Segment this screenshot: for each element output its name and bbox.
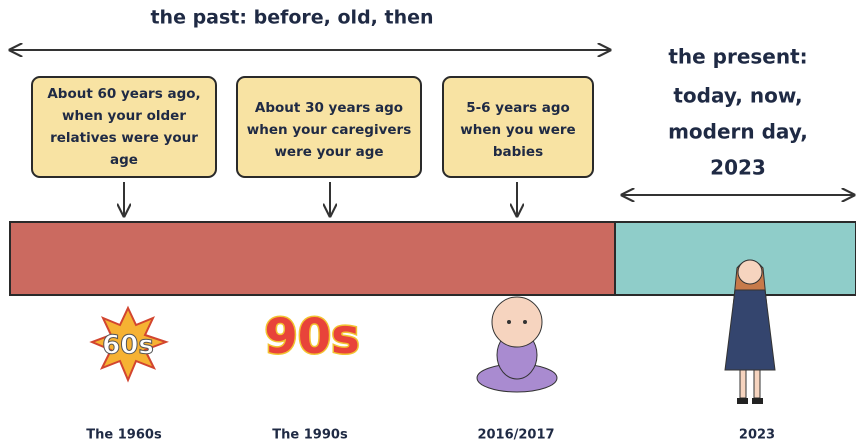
box-line: when you were: [460, 122, 575, 138]
box-line: were your age: [274, 144, 383, 160]
present-line: 2023: [710, 156, 766, 180]
box-line: when your caregivers: [247, 122, 411, 138]
past-bar: [10, 222, 615, 295]
timeline: the past: before, old, then the present:…: [0, 0, 856, 444]
boxes: About 60 years ago, when your older relati…: [32, 77, 593, 216]
box-line: relatives were your: [50, 130, 198, 146]
present-line: the present:: [668, 45, 807, 69]
present-line: modern day,: [668, 120, 808, 144]
present-line: today, now,: [673, 84, 802, 108]
box-line: age: [110, 152, 138, 168]
sixties-logo: 60s: [92, 308, 166, 380]
box-line: About 30 years ago: [255, 100, 403, 116]
nineties-logo: 90s: [264, 309, 359, 365]
era-label: The 1960s: [86, 428, 162, 443]
logo-text: 60s: [102, 331, 154, 361]
baby-illustration: [477, 297, 557, 392]
era-label: 2016/2017: [477, 428, 554, 443]
present-label: the present: today, now, modern day, 202…: [668, 45, 808, 180]
box-line: 5-6 years ago: [466, 100, 570, 116]
box-line: About 60 years ago,: [47, 86, 200, 102]
era-label: The 1990s: [272, 428, 348, 443]
era-label: 2023: [739, 428, 775, 443]
box-line: babies: [493, 144, 543, 160]
past-label: the past: before, old, then: [150, 7, 433, 29]
box-line: when your older: [62, 108, 186, 124]
